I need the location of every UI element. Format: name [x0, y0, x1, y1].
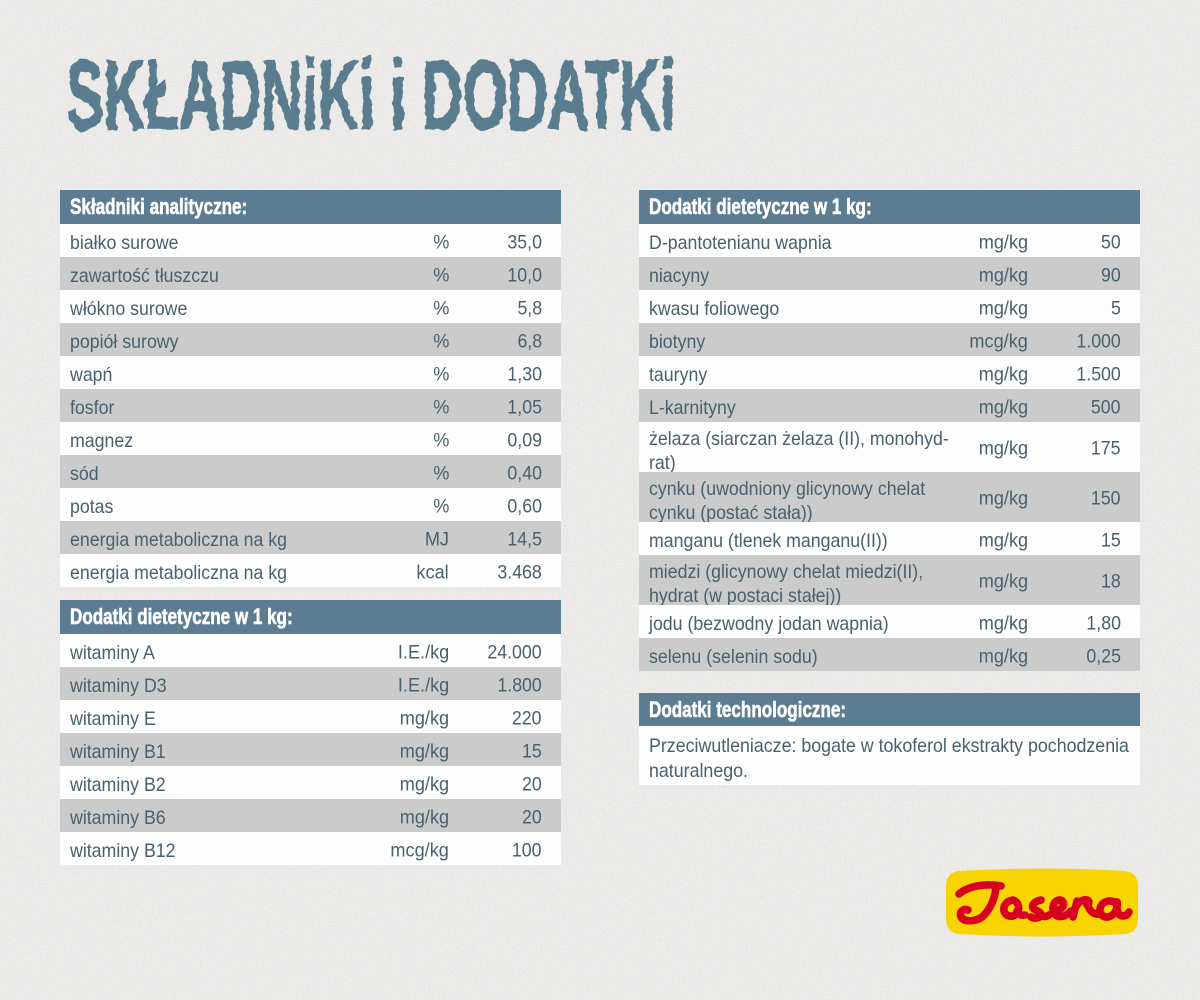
- svg-text:SKŁADNiKi i DODATKi: SKŁADNiKi i DODATKi: [66, 40, 676, 150]
